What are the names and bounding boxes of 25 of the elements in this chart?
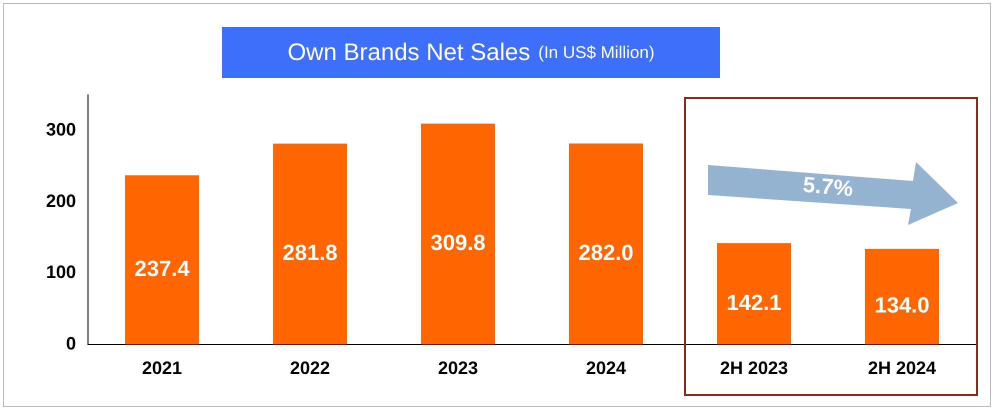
bar <box>717 243 792 344</box>
data-label: 281.8 <box>282 240 338 266</box>
x-tick-label: 2H 2024 <box>868 358 936 378</box>
y-tick-label: 200 <box>46 190 76 211</box>
data-label: 237.4 <box>134 256 190 281</box>
y-tick-label: 100 <box>46 262 76 282</box>
x-tick-label: 2021 <box>142 358 182 378</box>
bar <box>273 144 348 344</box>
x-tick-label: 2H 2023 <box>720 358 788 378</box>
bar <box>421 124 496 344</box>
annotation: 5.7% <box>802 172 854 202</box>
x-tick-label: 2023 <box>438 358 478 378</box>
bar <box>569 143 644 344</box>
bar <box>125 175 200 344</box>
bar <box>865 248 939 344</box>
y-tick-label: 0 <box>66 333 76 354</box>
y-tick-label: 300 <box>46 120 76 140</box>
chart-subtitle: (In US$ Million) <box>538 42 654 62</box>
x-tick-label: 2022 <box>290 358 330 378</box>
chart-title: Own Brands Net Sales <box>288 38 530 66</box>
data-label: 142.1 <box>726 290 782 315</box>
x-tick-label: 2024 <box>586 358 626 378</box>
data-label: 282.0 <box>578 240 634 265</box>
data-label: 134.0 <box>874 292 930 318</box>
data-label: 309.8 <box>430 230 486 256</box>
